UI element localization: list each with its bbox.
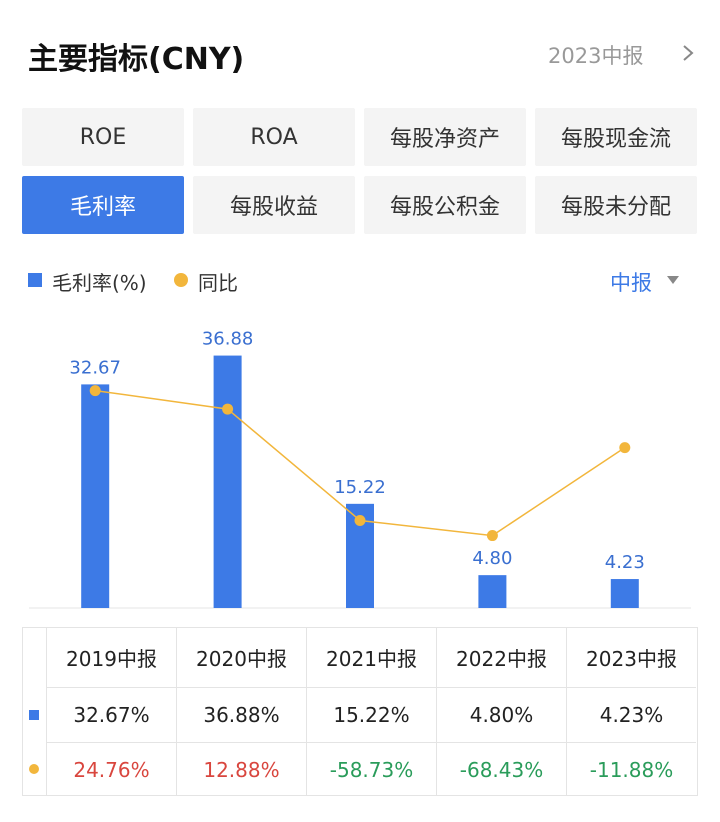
table-cell: 32.67% [46, 687, 176, 742]
data-table: 2019中报 2020中报 2021中报 2022中报 2023中报 32.67% 36.8… [22, 627, 698, 796]
yoy-point [619, 442, 631, 454]
yoy-point [486, 530, 498, 542]
table-cell: 4.23% [566, 687, 696, 742]
data-label: 36.88 [202, 329, 254, 350]
table-cell: 12.88% [176, 742, 306, 796]
legend-label: 同比 [198, 271, 238, 295]
tab[interactable]: 每股净资产 [364, 108, 526, 166]
data-label: 15.22 [334, 477, 386, 498]
legend-label: 毛利率(%) [52, 271, 147, 295]
column-header: 2022中报 [436, 628, 566, 687]
data-label: 4.23 [605, 552, 645, 573]
table-cell: 36.88% [176, 687, 306, 742]
column-header: 2021中报 [306, 628, 436, 687]
tab[interactable]: ROE [22, 108, 184, 166]
bar [81, 384, 110, 608]
table-cell: 15.22% [306, 687, 436, 742]
chevron[interactable] [680, 42, 696, 64]
tab[interactable]: ROA [193, 108, 355, 166]
yoy-point [222, 403, 234, 415]
dropdown-arrow[interactable] [666, 274, 680, 286]
table-cell: -68.43% [436, 742, 566, 796]
tab[interactable]: 每股未分配 [535, 176, 697, 234]
column-header: 2019中报 [46, 628, 176, 687]
legend-swatch [174, 273, 188, 287]
chart: 32.67 36.88 15.22 4.80 4.23 [29, 329, 691, 609]
period-link[interactable]: 2023中报 [548, 44, 644, 68]
table-cell: 24.76% [46, 742, 176, 796]
data-label: 4.80 [472, 548, 512, 569]
tab[interactable]: 每股现金流 [535, 108, 697, 166]
row-icon [29, 709, 39, 720]
legend-swatch [28, 273, 42, 287]
table-cell: 4.80% [436, 687, 566, 742]
bar [478, 575, 507, 608]
yoy-point [89, 385, 101, 397]
page-title: 主要指标(CNY) [28, 42, 245, 77]
data-label: 32.67 [69, 357, 121, 378]
tab[interactable]: 每股收益 [193, 176, 355, 234]
bar [213, 355, 242, 608]
tab[interactable]: 每股公积金 [364, 176, 526, 234]
yoy-point [354, 514, 366, 526]
table-cell: -58.73% [306, 742, 436, 796]
row-icon [29, 764, 39, 774]
tab[interactable]: 毛利率 [22, 176, 184, 234]
column-header: 2023中报 [566, 628, 696, 687]
period-selector[interactable]: 中报 [610, 271, 652, 295]
column-header: 2020中报 [176, 628, 306, 687]
table-cell: -11.88% [566, 742, 696, 796]
bar [610, 579, 639, 608]
